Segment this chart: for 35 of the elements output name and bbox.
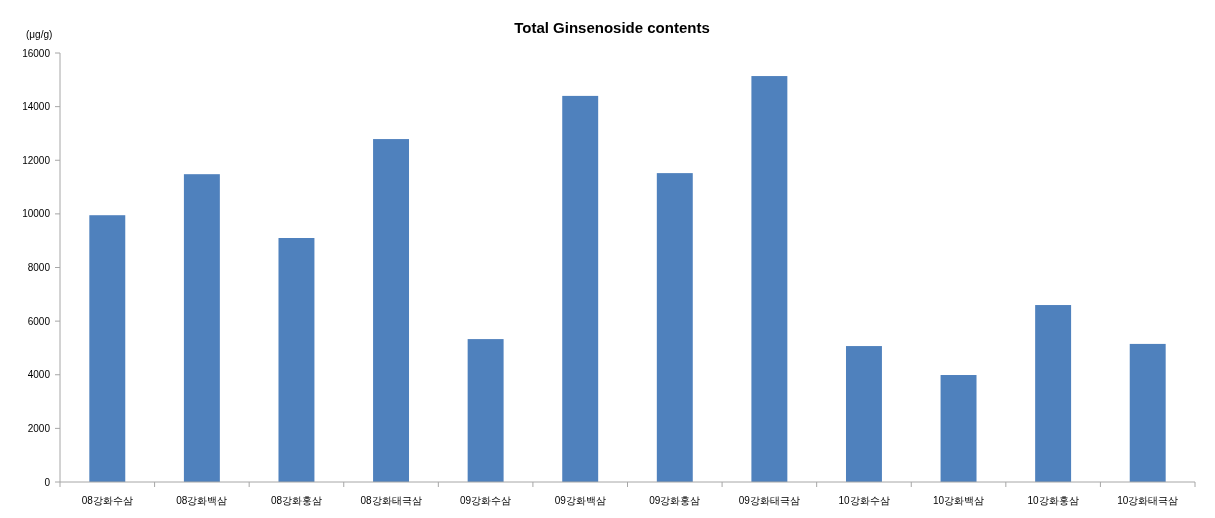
bar	[373, 139, 410, 482]
x-tick-label: 09강화태극삼	[738, 495, 800, 506]
bar	[562, 95, 599, 482]
y-tick-label: 14000	[22, 101, 51, 113]
x-tick-label: 10강화태극삼	[1117, 495, 1179, 506]
bar	[1035, 305, 1072, 482]
bar	[656, 173, 693, 482]
y-tick-label: 4000	[27, 369, 51, 381]
y-tick-label: 6000	[27, 315, 51, 327]
chart-title: Total Ginsenoside contents	[514, 19, 710, 36]
bar	[751, 76, 788, 482]
x-tick-label: 08강화백삼	[176, 495, 228, 506]
x-tick-label: 08강화태극삼	[360, 495, 422, 506]
x-tick-label: 08강화수삼	[81, 495, 133, 506]
x-tick-label: 09강화수삼	[460, 495, 512, 506]
x-tick-label: 10강화수삼	[838, 495, 890, 506]
bar	[278, 238, 315, 482]
bar	[89, 215, 126, 482]
bar	[467, 339, 504, 482]
y-tick-label: 10000	[22, 208, 51, 220]
bar	[940, 375, 977, 482]
y-tick-label: 2000	[27, 422, 51, 434]
y-tick-label: 12000	[22, 154, 51, 166]
x-tick-label: 09강화홍삼	[649, 495, 701, 506]
y-tick-label: 8000	[27, 262, 51, 273]
y-tick-label: 0	[44, 476, 51, 488]
bar	[1129, 343, 1166, 482]
y-tick-label: 16000	[22, 47, 51, 59]
bar	[845, 346, 882, 482]
x-tick-label: 10강화백삼	[932, 495, 985, 506]
bar	[183, 174, 220, 482]
x-tick-label: 08강화홍삼	[270, 495, 323, 506]
y-axis-title: (μg/g)	[26, 29, 53, 40]
x-tick-label: 10강화홍삼	[1027, 495, 1079, 506]
x-tick-label: 09강화백삼	[554, 495, 606, 506]
